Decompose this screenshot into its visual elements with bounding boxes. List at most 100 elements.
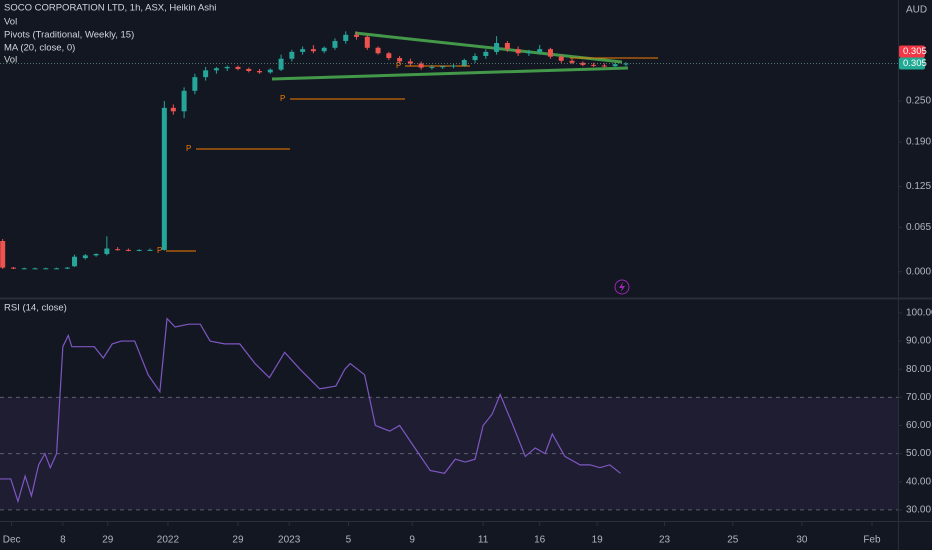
candle-body [321,47,327,52]
candle-body [418,63,424,68]
trendline [271,66,629,81]
candle-body [104,248,110,254]
candle-body [278,58,284,70]
y-tick-label: 0.000 [906,266,931,277]
x-tick-label: Dec [3,535,21,546]
y-tick-label: 90.00 [906,336,931,347]
candle-body [375,47,381,54]
candle-body [332,40,338,48]
candle-body [170,107,176,112]
candle-body [161,107,167,250]
candle-body [483,51,489,56]
y-tick-label: 50.00 [906,448,931,459]
icon [619,282,625,292]
symbol-title: SOCO CORPORATION LTD, 1h, ASX, Heikin As… [4,3,216,14]
trendlines [271,31,658,81]
candle-body [246,68,252,72]
candle-body [407,61,413,64]
alert-icon [614,279,630,295]
candle-body [526,51,532,54]
x-tick-label: 29 [232,535,244,546]
trendline [354,31,623,64]
y-tick-label: 60.00 [906,420,931,431]
candle-body [300,49,306,52]
x-tick-label: 9 [409,535,415,546]
pivot-label: P [396,61,401,70]
candle-body [515,49,521,54]
legend-entry: Pivots (Traditional, Weekly, 15) [4,30,134,41]
candle-body [569,60,575,63]
candle-body [591,64,597,66]
legend: SOCO CORPORATION LTD, 1h, ASX, Heikin As… [4,3,927,314]
candle-body [64,267,70,269]
candle-body [224,66,230,69]
candle-body [136,249,142,251]
candle-body [125,249,131,251]
candle-body [601,65,607,67]
candle-body [82,255,88,259]
y-tick-label: 0.190 [906,137,931,148]
price-tag-label: 0.305 [903,46,927,57]
candle-body [450,65,456,67]
rsi-title: RSI (14, close) [4,303,67,314]
y-tick-label: 70.00 [906,392,931,403]
candle-body [72,256,78,267]
candle-body [547,49,553,57]
candle-body [504,43,510,50]
candle-body [623,63,629,65]
candle-body [43,268,49,270]
candle-body [203,70,209,78]
candle-body [267,69,273,73]
price-tag [899,57,925,70]
x-tick-label: 16 [534,535,546,546]
candle-body [343,34,349,41]
candle-body [0,241,6,268]
pivots: P P P P [157,61,470,255]
candle-body [440,66,446,68]
candle-body [93,253,99,256]
pivot-label: P [280,94,285,103]
x-tick-label: 23 [659,535,671,546]
candle-body [537,49,543,52]
price-tag [899,45,925,58]
x-tick-label: Feb [863,535,881,546]
y-tick-label: 80.00 [906,364,931,375]
candle-body [147,249,153,251]
candle-body [397,58,403,62]
candle-body [181,90,187,112]
legend-entry: MA (20, close, 0) [4,43,75,54]
candle-body [429,66,435,68]
candle-body [558,56,564,61]
x-tick-label: 8 [60,535,66,546]
candle-body [213,68,219,71]
x-tick-label: 29 [102,535,114,546]
x-tick-label: 2023 [278,535,301,546]
x-tick-label: 25 [727,535,739,546]
candle-body [472,55,478,61]
candle-body [289,51,295,59]
x-tick-label: 2022 [157,535,180,546]
candle-body [310,49,316,52]
candle-body [612,64,618,67]
candle-body [386,53,392,59]
x-tick-label: 30 [796,535,808,546]
currency: AUD [906,5,927,16]
pivot-label: P [186,144,191,153]
x-tick-label: 5 [346,535,352,546]
icon [614,279,630,295]
candle-body [10,267,16,269]
candle-body [364,36,370,48]
y-tick-label: 30.00 [906,505,931,516]
candle-body [354,34,360,37]
candle-body [494,43,500,52]
rsi-line [0,317,621,504]
candle-body [115,249,121,251]
x-tick-label: 19 [592,535,604,546]
y-tick-label: 0.065 [906,222,931,233]
legend-entry: Vol [4,17,17,28]
x-tick-label: 11 [478,535,489,546]
candle-body [54,268,60,270]
candle-body [257,71,263,73]
